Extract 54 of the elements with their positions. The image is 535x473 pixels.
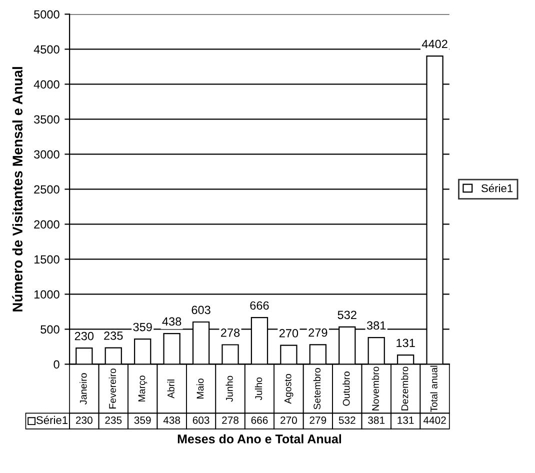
data-label: 270 xyxy=(280,416,297,424)
data-label: 438 xyxy=(163,416,180,424)
x-tick-label: Setembro xyxy=(313,368,321,410)
data-label: 235 xyxy=(105,416,122,424)
x-tick-label: Janeiro xyxy=(80,373,87,404)
data-label: 131 xyxy=(398,416,414,424)
data-label: 359 xyxy=(134,416,151,424)
data-label: 381 xyxy=(368,416,385,424)
text: 278 xyxy=(221,328,240,337)
y-tick-label: 2000 xyxy=(34,220,60,229)
legend-label: Série1 xyxy=(481,184,513,192)
text: 235 xyxy=(104,332,123,340)
text: 381 xyxy=(366,321,386,330)
text: 270 xyxy=(279,329,298,338)
text: 279 xyxy=(308,328,328,337)
x-tick-label: Dezembro xyxy=(401,366,408,410)
text: 666 xyxy=(250,301,269,310)
text: 4402 xyxy=(422,40,448,48)
text: 532 xyxy=(338,310,356,320)
y-tick-label: 3000 xyxy=(34,150,60,159)
data-label: 603 xyxy=(192,416,210,424)
text: 438 xyxy=(162,317,182,326)
data-label: 278 xyxy=(222,416,238,424)
x-tick-label: Maio xyxy=(196,378,204,398)
text: 131 xyxy=(396,338,415,348)
y-tick-label: 5000 xyxy=(34,10,60,19)
x-tick-label: Outubro xyxy=(342,372,350,406)
text: 603 xyxy=(192,306,210,314)
y-tick-label: 1000 xyxy=(34,290,60,299)
text: Série1 xyxy=(36,416,68,424)
x-tick-label: Julho xyxy=(254,377,262,400)
y-tick-label: 4000 xyxy=(34,80,60,89)
x-tick-label: Junho xyxy=(226,376,233,402)
y-tick-label: 500 xyxy=(40,325,60,334)
data-label: 532 xyxy=(338,416,356,424)
x-tick-label: Fevereiro xyxy=(108,368,116,408)
x-axis-title: Meses do Ano e Total Anual xyxy=(178,434,342,444)
x-tick-label: Abril xyxy=(167,380,174,398)
data-label: 666 xyxy=(251,416,268,424)
x-tick-label: Total anual xyxy=(430,366,438,412)
data-label: 230 xyxy=(76,416,92,424)
y-tick-label: 4500 xyxy=(34,45,60,54)
x-tick-label: Março xyxy=(138,376,148,402)
data-label: 4402 xyxy=(423,416,446,424)
text: 359 xyxy=(133,322,152,332)
y-tick-label: 3500 xyxy=(34,115,60,124)
y-axis-title: Número de Visitantes Mensal e Anual xyxy=(12,67,22,312)
y-tick-label: 1500 xyxy=(34,255,60,264)
x-tick-label: Agosto xyxy=(284,374,294,404)
y-tick-label: 2500 xyxy=(34,185,60,194)
data-label: 279 xyxy=(310,416,326,424)
text: 230 xyxy=(74,332,94,340)
x-tick-label: Novembro xyxy=(372,366,379,410)
y-tick-label: 0 xyxy=(54,360,60,369)
